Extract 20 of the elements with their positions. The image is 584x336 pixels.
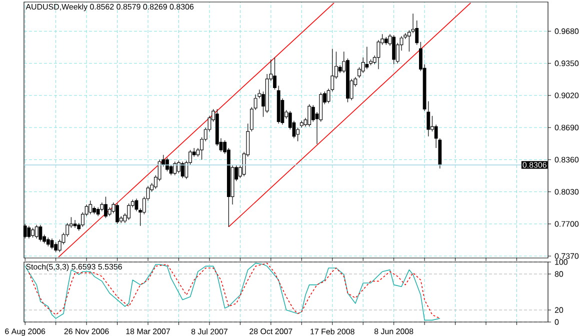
candlestick [73,220,77,228]
candlestick [88,200,92,214]
candlestick [308,104,312,127]
candlestick [180,161,184,178]
candlestick [127,203,131,220]
candlestick [54,242,58,252]
candlestick [273,57,276,90]
candlestick [31,228,34,238]
candlestick [392,34,396,65]
candlestick [173,161,177,176]
candlestick [365,46,369,70]
candlestick [376,40,380,70]
candlestick [116,203,119,224]
candlestick [50,238,54,250]
candlestick [27,226,31,239]
candlestick [166,157,169,172]
candlestick [34,224,38,239]
candlestick [134,198,138,212]
candlestick [104,196,108,218]
candlestick [38,224,42,242]
